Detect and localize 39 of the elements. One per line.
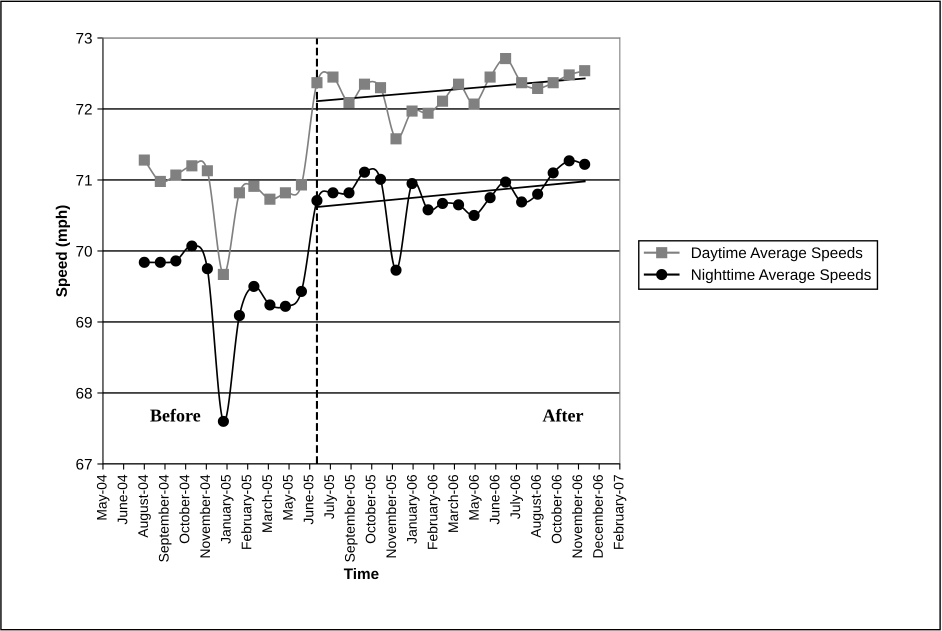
- x-tick-label: June-04: [118, 474, 128, 524]
- x-axis-title: Time: [344, 568, 379, 580]
- x-tick-label: November-06: [572, 474, 582, 558]
- y-tick-label: 69: [76, 316, 92, 328]
- x-tick-label: May-04: [96, 474, 110, 520]
- x-tick-label: October-06: [551, 474, 562, 544]
- x-tick-label: January-06: [406, 474, 420, 544]
- x-tick-label: May-06: [469, 475, 482, 520]
- x-tick-label: October-05: [365, 474, 376, 544]
- x-tick-label: February-06: [427, 474, 440, 549]
- x-tick-label: July-06: [510, 475, 523, 519]
- x-tick-label: December-06: [592, 474, 603, 558]
- x-tick-label: June-06: [490, 474, 500, 524]
- x-tick-label: September-04: [158, 474, 172, 562]
- y-tick-label: 72: [76, 104, 92, 115]
- x-tick-label: August-04: [138, 474, 151, 538]
- x-tick-label: February-07: [613, 475, 626, 549]
- annotation: Before: [150, 408, 200, 422]
- y-tick-label: 68: [76, 388, 92, 399]
- annotation: After: [542, 408, 584, 422]
- x-tick-label: July-05: [324, 474, 337, 519]
- y-tick-label: 70: [76, 246, 92, 257]
- x-tick-label: August-06: [531, 474, 544, 538]
- x-tick-label: September-05: [344, 474, 358, 562]
- x-tick-label: January-05: [220, 474, 234, 544]
- x-tick-label: November-04: [200, 474, 210, 558]
- x-tick-label: February-05: [241, 474, 254, 549]
- x-tick-label: May-05: [282, 474, 296, 520]
- y-tick-label: 73: [76, 32, 92, 44]
- x-tick-label: November-05: [386, 474, 396, 558]
- x-tick-label: March-05: [262, 474, 272, 532]
- legend-label: Daytime Average Speeds: [692, 246, 862, 262]
- x-tick-label: March-06: [448, 474, 458, 532]
- x-tick-label: June-05: [304, 474, 314, 524]
- y-axis-title: Speed (mph): [56, 205, 70, 297]
- y-tick-label: 71: [76, 175, 92, 186]
- x-tick-label: October-04: [179, 474, 190, 544]
- legend-label: Nighttime Average Speeds: [692, 268, 871, 284]
- y-tick-label: 67: [76, 458, 92, 470]
